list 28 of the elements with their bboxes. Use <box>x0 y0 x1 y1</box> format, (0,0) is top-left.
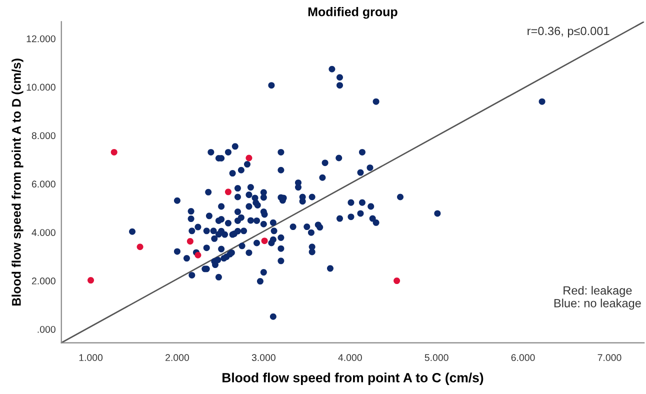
point <box>186 238 194 245</box>
y-tick-label: 8.000 <box>32 132 56 140</box>
x-tick-label: 1.000 <box>79 354 103 362</box>
y-axis-title: Blood flow speed from point A to D (cm/s) <box>12 58 24 306</box>
x-tick-label: 2.000 <box>166 354 189 362</box>
x-axis-title: Blood flow speed from point A to C (cm/s) <box>222 372 484 385</box>
y-tick-label: 12.000 <box>26 35 56 42</box>
point <box>246 154 252 162</box>
x-tick-label: 5.000 <box>424 354 448 362</box>
point <box>110 148 118 156</box>
y-tick-label: 6.000 <box>32 180 56 188</box>
y-tick-label: .000 <box>38 326 56 333</box>
y-tick-label: 2.000 <box>32 278 56 284</box>
y-tick-label: 4.000 <box>32 229 56 236</box>
x-tick-label: 6.000 <box>511 354 535 362</box>
point <box>136 244 144 250</box>
x-tick-label: 4.000 <box>338 354 362 362</box>
x-tick-label: 3.000 <box>252 354 276 362</box>
point <box>224 188 232 196</box>
annotation: Red: leakage Blue: no leakage <box>554 286 641 310</box>
annotation: r=0.36, p≤0.001 <box>528 26 610 38</box>
y-tick-label: 10.000 <box>26 84 56 91</box>
point <box>88 277 94 284</box>
point <box>394 278 400 284</box>
point <box>194 252 202 258</box>
point <box>261 238 268 244</box>
chart-title: Modified group <box>308 7 398 19</box>
x-tick-label: 7.000 <box>598 354 622 362</box>
